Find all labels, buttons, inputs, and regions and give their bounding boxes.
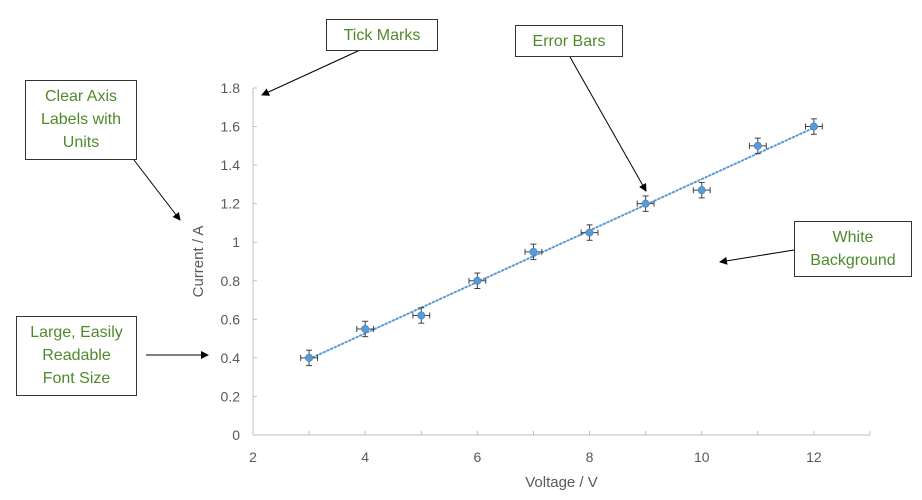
x-tick-label: 8 [586,449,594,465]
callout-line: Labels with [40,111,122,128]
callout-line: Background [810,252,896,269]
x-tick-label: 6 [473,449,481,465]
y-tick-label: 0.4 [221,350,241,366]
callout-line: Large, Easily [30,324,123,341]
data-points-group [305,122,818,362]
callout-line: Readable [42,347,111,364]
callout-line: Clear Axis [44,88,118,105]
y-axis-title: Current / A [190,226,207,298]
data-point [529,247,538,256]
data-point [753,141,762,150]
y-tick-label: 0.2 [221,388,241,404]
trendline-group [308,126,815,361]
arrow-white-background [719,249,795,265]
callout-line: Font Size [42,370,111,387]
arrow-tick-marks [261,50,359,96]
chart-axes: 0 0.2 0.4 0.6 0.8 1 1.2 1.4 1.6 1.8 2 4 6 8 10 12 Voltag… [190,80,871,491]
y-tick-label: 1.4 [221,157,241,173]
y-tick-label: 1 [232,234,240,250]
y-tick-label: 1.2 [221,196,241,212]
data-point [641,199,650,208]
callout-line: Tick Marks [343,27,421,44]
x-tick-label: 2 [249,449,257,465]
callout-error-bars: Error Bars [515,25,623,57]
x-axis-title: Voltage / V [525,474,598,491]
arrow-error-bars [569,56,647,192]
callout-line: White [832,229,874,246]
data-point [417,311,426,320]
callout-white-background: White Background [794,221,912,277]
x-tick-label: 12 [806,449,822,465]
callout-line: Error Bars [532,33,606,50]
y-tick-label: 0 [232,427,240,443]
callout-arrows [133,50,795,359]
data-point [809,122,818,131]
trendline [308,126,815,361]
callout-line: Units [62,134,100,151]
error-bars-group [300,118,823,367]
arrow-axis-labels [133,159,181,221]
callout-tick-marks: Tick Marks [326,19,438,51]
y-tick-label: 1.8 [221,80,241,96]
y-tick-label: 0.6 [221,311,241,327]
data-point [697,186,706,195]
y-tick-label: 0.8 [221,273,241,289]
x-tick-label: 10 [694,449,710,465]
callout-axis-labels: Clear Axis Labels with Units [25,80,137,160]
y-tick-label: 1.6 [221,119,241,135]
data-point [473,276,482,285]
data-point [305,353,314,362]
data-point [361,324,370,333]
x-tick-label: 4 [361,449,369,465]
data-point [585,228,594,237]
callout-font-size: Large, Easily Readable Font Size [16,316,137,396]
